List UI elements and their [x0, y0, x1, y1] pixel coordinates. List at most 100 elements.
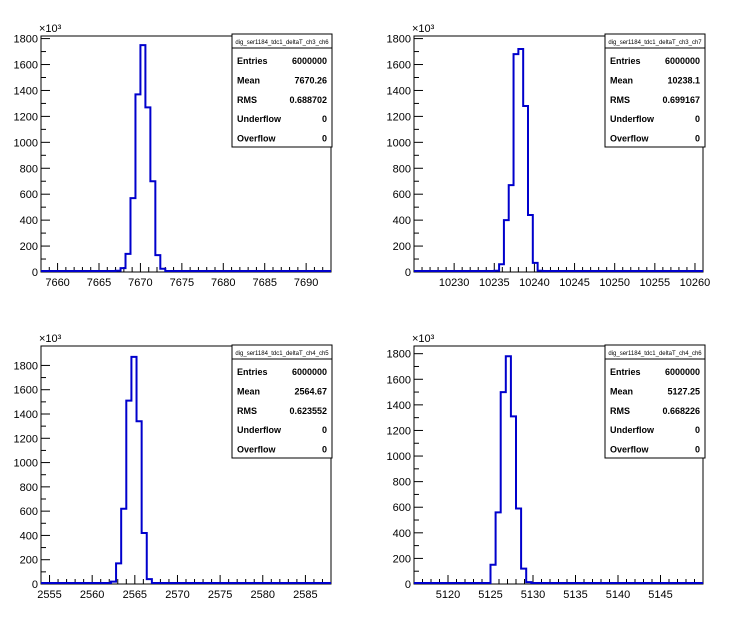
stats-box-title: dig_ser1184_tdc1_deltaT_ch3_ch7 — [608, 40, 702, 46]
histogram-bin — [147, 579, 152, 584]
y-tick-label: 1800 — [387, 34, 411, 46]
stats-value: 10238.1 — [667, 75, 700, 85]
y-tick-label: 1600 — [387, 374, 411, 386]
stats-value: 0 — [695, 445, 700, 455]
y-tick-label: 1800 — [14, 360, 38, 372]
histogram-bin — [121, 268, 126, 272]
y-tick-label: 1800 — [14, 34, 38, 46]
y-tick-label: 200 — [20, 555, 38, 567]
stats-box: dig_ser1184_tdc1_deltaT_ch3_ch7 Entries 60… — [604, 33, 706, 148]
y-exponent-label: ×10³ — [39, 333, 62, 345]
x-tick-label: 10255 — [640, 277, 671, 289]
y-tick-label: 1000 — [14, 458, 38, 470]
histogram-bin — [116, 271, 121, 272]
stats-value: 0.699167 — [662, 95, 700, 105]
histogram-bin — [491, 565, 496, 584]
histogram-bin — [504, 220, 509, 272]
y-tick-label: 800 — [20, 482, 38, 494]
y-tick-label: 1800 — [387, 349, 411, 361]
stats-box-frame — [231, 344, 333, 459]
stats-label: Entries — [237, 56, 268, 66]
histogram-panel-3: 0 200 400 600 800 1000 1200 1400 1600 1800 ×10³ 255… — [14, 333, 333, 601]
y-tick-label: 1400 — [387, 85, 411, 97]
y-tick-label: 1200 — [387, 425, 411, 437]
stats-label: Overflow — [610, 445, 650, 455]
x-tick-label: 7660 — [45, 277, 69, 289]
x-tick-label: 10245 — [559, 277, 590, 289]
histogram-bin — [116, 563, 121, 584]
x-tick-label: 2580 — [251, 589, 275, 601]
y-tick-label: 400 — [393, 215, 411, 227]
stats-label: Overflow — [237, 134, 277, 144]
x-tick-label: 5120 — [436, 589, 460, 601]
stats-value: 6000000 — [292, 56, 327, 66]
y-tick-label: 400 — [393, 528, 411, 540]
histogram-bin — [509, 185, 514, 272]
stats-box: dig_ser1184_tdc1_deltaT_ch3_ch6 Entries 60… — [231, 33, 333, 148]
stats-value: 0 — [695, 425, 700, 435]
stats-label: Underflow — [237, 114, 282, 124]
histogram-outline — [41, 355, 331, 584]
x-tick-label: 7690 — [294, 277, 318, 289]
stats-label: Mean — [610, 75, 633, 85]
x-tick-label: 2575 — [208, 589, 232, 601]
histogram-bin — [126, 254, 131, 272]
y-tick-label: 1600 — [14, 60, 38, 72]
histogram-bin — [150, 181, 155, 272]
stats-value: 6000000 — [292, 367, 327, 377]
stats-label: RMS — [610, 406, 630, 416]
stats-value: 0.688702 — [289, 95, 327, 105]
stats-box: dig_ser1184_tdc1_deltaT_ch4_ch5 Entries 60… — [231, 344, 333, 459]
x-tick-label: 5130 — [521, 589, 545, 601]
x-tick-label: 10260 — [680, 277, 711, 289]
stats-box-frame — [231, 33, 333, 148]
stats-label: RMS — [237, 95, 257, 105]
histogram-bin — [514, 54, 519, 272]
stats-value: 0 — [322, 114, 327, 124]
y-tick-label: 0 — [32, 267, 38, 279]
histogram-bin — [533, 263, 538, 272]
y-tick-label: 1200 — [387, 111, 411, 123]
stats-label: Mean — [237, 75, 260, 85]
x-tick-label: 10240 — [519, 277, 550, 289]
x-tick-label: 7670 — [128, 277, 152, 289]
stats-label: Overflow — [237, 445, 277, 455]
y-tick-label: 600 — [20, 189, 38, 201]
y-tick-label: 1200 — [14, 111, 38, 123]
y-tick-label: 0 — [32, 579, 38, 591]
histogram-outline — [41, 44, 331, 272]
histogram-bin — [135, 94, 140, 272]
y-tick-label: 600 — [393, 502, 411, 514]
x-tick-label: 2585 — [293, 589, 317, 601]
y-tick-label: 600 — [20, 506, 38, 518]
histogram-outline — [414, 355, 703, 584]
stats-label: RMS — [237, 406, 257, 416]
stats-value: 0 — [322, 425, 327, 435]
histogram-bin — [518, 49, 523, 272]
stats-value: 0 — [322, 445, 327, 455]
histogram-bin — [499, 264, 504, 272]
stats-value: 0 — [695, 134, 700, 144]
histogram-panel-4: 0 200 400 600 800 1000 1200 1400 1600 1800×10³ 512… — [387, 333, 706, 601]
y-tick-label: 1000 — [14, 137, 38, 149]
y-exponent-label: ×10³ — [412, 23, 435, 35]
stats-label: Entries — [610, 56, 641, 66]
y-tick-label: 1000 — [387, 451, 411, 463]
stats-box-title: dig_ser1184_tdc1_deltaT_ch4_ch6 — [608, 351, 702, 357]
y-tick-label: 400 — [20, 530, 38, 542]
x-tick-label: 7665 — [87, 277, 111, 289]
stats-value: 0 — [322, 134, 327, 144]
y-tick-label: 0 — [405, 267, 411, 279]
x-tick-label: 5135 — [563, 589, 587, 601]
histogram-bin — [145, 107, 150, 272]
x-tick-label: 10230 — [439, 277, 470, 289]
y-exponent-label: ×10³ — [412, 333, 435, 345]
stats-value: 7670.26 — [294, 75, 327, 85]
histogram-bin — [140, 45, 145, 272]
histogram-bin — [142, 533, 147, 584]
histogram-bin — [506, 356, 511, 584]
y-tick-label: 200 — [393, 241, 411, 253]
histogram-panel-2: 0 200 400 600 800 1000 1200 1400 1600 1800×10³ 102… — [387, 23, 711, 289]
